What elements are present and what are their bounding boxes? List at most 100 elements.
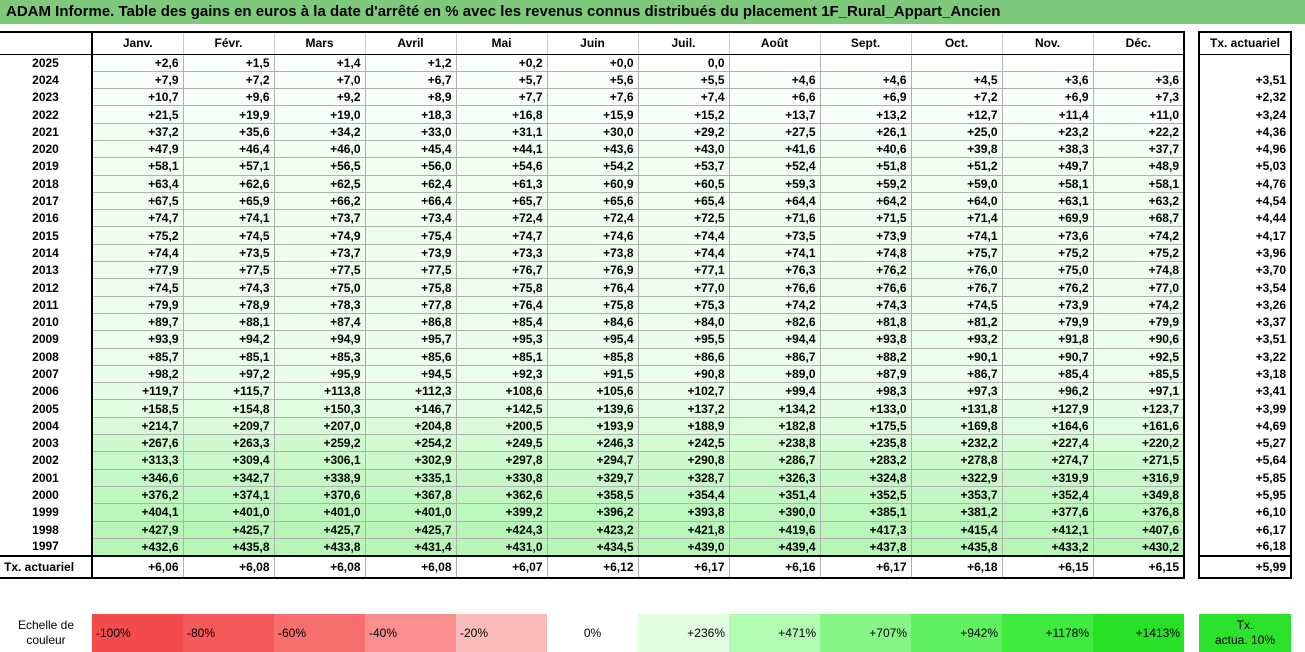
gain-cell: +23,2: [1001, 122, 1094, 141]
gain-cell: +306,1: [273, 451, 366, 470]
gap-cell: [1184, 365, 1199, 383]
gain-cell: +75,8: [546, 295, 639, 314]
rate-cell: +2,32: [1198, 88, 1292, 106]
month-header: Janv.: [91, 31, 184, 55]
year-cell: 2005: [0, 399, 92, 418]
gain-cell: +439,4: [728, 537, 821, 557]
gain-cell: +62,4: [364, 174, 457, 193]
gain-cell: +52,4: [728, 157, 821, 176]
gap-cell: [1184, 434, 1199, 452]
gain-cell: +133,0: [819, 399, 912, 418]
table-row: 1999 +404,1 +401,0 +401,0 +401,0 +399,2 +396,2…: [0, 503, 1292, 522]
year-header: [0, 31, 92, 55]
gain-cell: +335,1: [364, 468, 457, 487]
gain-cell: +21,5: [91, 105, 184, 124]
scale-label-line2: couleur: [26, 633, 66, 647]
gain-cell: +294,7: [546, 451, 639, 470]
table-row: 2006 +119,7 +115,7 +113,8 +112,3 +108,6 +105,6…: [0, 382, 1292, 401]
footer-rate-cell: +6,17: [637, 554, 730, 579]
gains-table: Janv. Févr. Mars Avril Mai Juin Juil. Août Sept.…: [0, 31, 1292, 579]
gain-cell: +79,9: [1092, 312, 1185, 332]
gain-cell: +131,8: [910, 399, 1003, 418]
gain-cell: +73,6: [1001, 226, 1094, 245]
gain-cell: +207,0: [273, 416, 366, 436]
gain-cell: +75,3: [637, 295, 730, 314]
gain-cell: +76,2: [1001, 278, 1094, 297]
gain-cell: +415,4: [910, 520, 1003, 539]
gain-cell: +421,8: [637, 520, 730, 539]
gain-cell: +86,6: [637, 347, 730, 366]
rate-cell: +3,18: [1198, 365, 1292, 383]
year-cell: 1999: [0, 503, 92, 522]
table-row: 2016 +74,7 +74,1 +73,7 +73,4 +72,4 +72,4 +72,5 +…: [0, 209, 1292, 228]
gain-cell: +91,8: [1001, 330, 1094, 349]
gain-cell: +16,8: [455, 105, 548, 124]
gain-cell: +1,5: [182, 53, 275, 72]
gain-cell: +77,0: [1092, 278, 1185, 297]
gap-cell: [1184, 157, 1199, 176]
footer-rate-cell: +6,12: [546, 554, 639, 579]
year-cell: 2004: [0, 417, 92, 435]
gain-cell: +82,6: [728, 312, 821, 332]
gain-cell: +22,2: [1092, 122, 1185, 141]
gain-cell: +330,8: [455, 468, 548, 487]
gain-cell: +54,2: [546, 157, 639, 176]
gain-cell: +48,9: [1092, 157, 1185, 176]
year-cell: 2016: [0, 209, 92, 227]
gain-cell: +214,7: [91, 416, 184, 436]
gain-cell: +113,8: [273, 382, 366, 401]
gain-cell: +238,8: [728, 434, 821, 453]
gain-cell: +75,0: [273, 278, 366, 297]
gain-cell: +146,7: [364, 399, 457, 418]
rate-cell: +5,27: [1198, 434, 1292, 452]
gain-cell: +2,6: [91, 53, 184, 72]
gain-cell: +370,6: [273, 485, 366, 505]
gain-cell: +150,3: [273, 399, 366, 418]
rate-cell: +3,96: [1198, 244, 1292, 262]
rate-cell: +3,51: [1198, 71, 1292, 89]
scale-swatch: +236%: [638, 614, 729, 652]
gain-cell: +15,2: [637, 105, 730, 124]
gain-cell: +85,8: [546, 347, 639, 366]
gain-cell: +95,5: [637, 330, 730, 349]
gain-cell: +77,1: [637, 261, 730, 280]
gain-cell: +13,7: [728, 105, 821, 124]
month-header: Nov.: [1001, 31, 1094, 55]
gain-cell: +98,2: [91, 364, 184, 384]
gain-cell: +54,6: [455, 157, 548, 176]
gain-cell: +393,8: [637, 503, 730, 522]
rate-cell: [1198, 54, 1292, 72]
gain-cell: +75,0: [1001, 261, 1094, 280]
table-row: 2008 +85,7 +85,1 +85,3 +85,6 +85,1 +85,8 +86,6 +…: [0, 347, 1292, 366]
gain-cell: +58,1: [91, 157, 184, 176]
gain-cell: +175,5: [819, 416, 912, 436]
gain-cell: +74,7: [91, 209, 184, 228]
gain-cell: +4,5: [910, 70, 1003, 90]
gain-cell: +412,1: [1001, 520, 1094, 539]
gain-cell: [728, 53, 821, 72]
gain-cell: +86,7: [728, 347, 821, 366]
gain-cell: +419,6: [728, 520, 821, 539]
gain-cell: +49,7: [1001, 157, 1094, 176]
gain-cell: +346,6: [91, 468, 184, 487]
gain-cell: +64,0: [910, 191, 1003, 211]
gain-cell: +81,8: [819, 312, 912, 332]
gain-cell: +328,7: [637, 468, 730, 487]
scale-rate-line1: Tx.: [1236, 618, 1254, 632]
gain-cell: +38,3: [1001, 139, 1094, 159]
gain-cell: +313,3: [91, 451, 184, 470]
gain-cell: +86,7: [910, 364, 1003, 384]
month-header: Sept.: [819, 31, 912, 55]
scale-rate-line2: actua. 10%: [1214, 633, 1276, 647]
gain-cell: [1092, 53, 1185, 72]
gain-cell: +63,4: [91, 174, 184, 193]
gain-cell: +85,5: [1092, 364, 1185, 384]
gain-cell: +37,2: [91, 122, 184, 141]
gain-cell: +435,8: [910, 537, 1003, 557]
gain-cell: +4,6: [819, 70, 912, 90]
gain-cell: +274,7: [1001, 451, 1094, 470]
gain-cell: +169,8: [910, 416, 1003, 436]
gain-cell: +41,6: [728, 139, 821, 159]
gain-cell: +88,1: [182, 312, 275, 332]
gain-cell: +46,4: [182, 139, 275, 159]
